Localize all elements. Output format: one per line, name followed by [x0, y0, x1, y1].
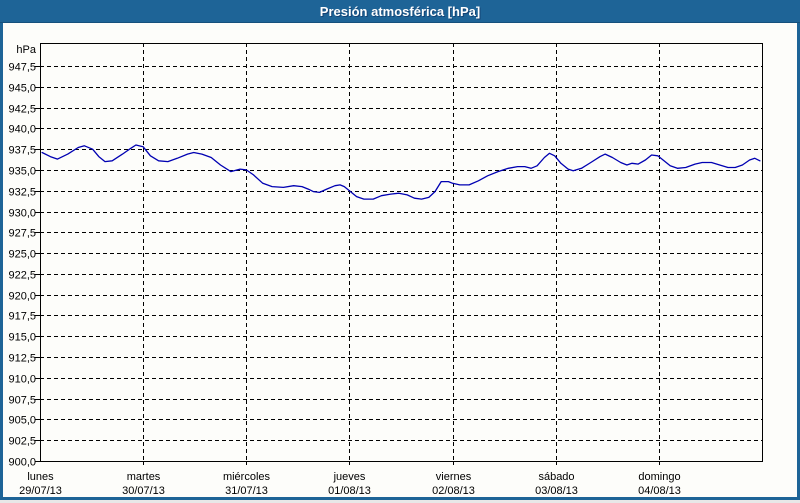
y-tick-label: 900,0	[8, 457, 36, 469]
y-tick-label: 940,0	[8, 124, 36, 136]
y-tick-label: 935,0	[8, 166, 36, 178]
x-date-label: 04/08/13	[638, 485, 681, 497]
y-tick-label: 927,5	[8, 228, 36, 240]
x-date-label: 02/08/13	[432, 485, 475, 497]
x-day-label: lunes	[27, 471, 54, 483]
x-day-label: miércoles	[223, 471, 271, 483]
y-tick-label: 910,0	[8, 374, 36, 386]
y-tick-label: 947,5	[8, 62, 36, 74]
y-tick-label: 915,0	[8, 332, 36, 344]
y-tick-label: 945,0	[8, 83, 36, 95]
y-tick-label: 907,5	[8, 395, 36, 407]
x-day-label: jueves	[333, 471, 366, 483]
y-tick-label: 925,0	[8, 249, 36, 261]
x-date-label: 03/08/13	[535, 485, 578, 497]
y-tick-label: 902,5	[8, 436, 36, 448]
y-tick-label: 922,5	[8, 270, 36, 282]
x-date-label: 29/07/13	[19, 485, 62, 497]
pressure-line-chart: 947,5 945,0 942,5 940,0 937,5 935,0 932,5 930,0…	[8, 43, 763, 497]
x-day-label: viernes	[436, 471, 472, 483]
x-day-label: domingo	[638, 471, 680, 483]
x-date-label: 31/07/13	[225, 485, 268, 497]
x-date-label: 01/08/13	[328, 485, 371, 497]
y-axis-unit-label: hPa	[16, 44, 36, 56]
x-date-label: 30/07/13	[122, 485, 165, 497]
y-tick-label: 930,0	[8, 208, 36, 220]
y-tick-label: 912,5	[8, 353, 36, 365]
y-tick-label: 932,5	[8, 187, 36, 199]
y-tick-label: 920,0	[8, 291, 36, 303]
x-day-label: sábado	[538, 471, 574, 483]
x-day-label: martes	[127, 471, 161, 483]
y-tick-label: 917,5	[8, 311, 36, 323]
y-tick-label: 942,5	[8, 104, 36, 116]
pressure-series-line	[41, 144, 761, 200]
chart-title: Presión atmosférica [hPa]	[319, 3, 481, 19]
y-tick-label: 905,0	[8, 415, 36, 427]
y-tick-label: 937,5	[8, 145, 36, 157]
plot-frame	[40, 43, 763, 462]
window-titlebar: Presión atmosférica [hPa]	[0, 0, 800, 23]
